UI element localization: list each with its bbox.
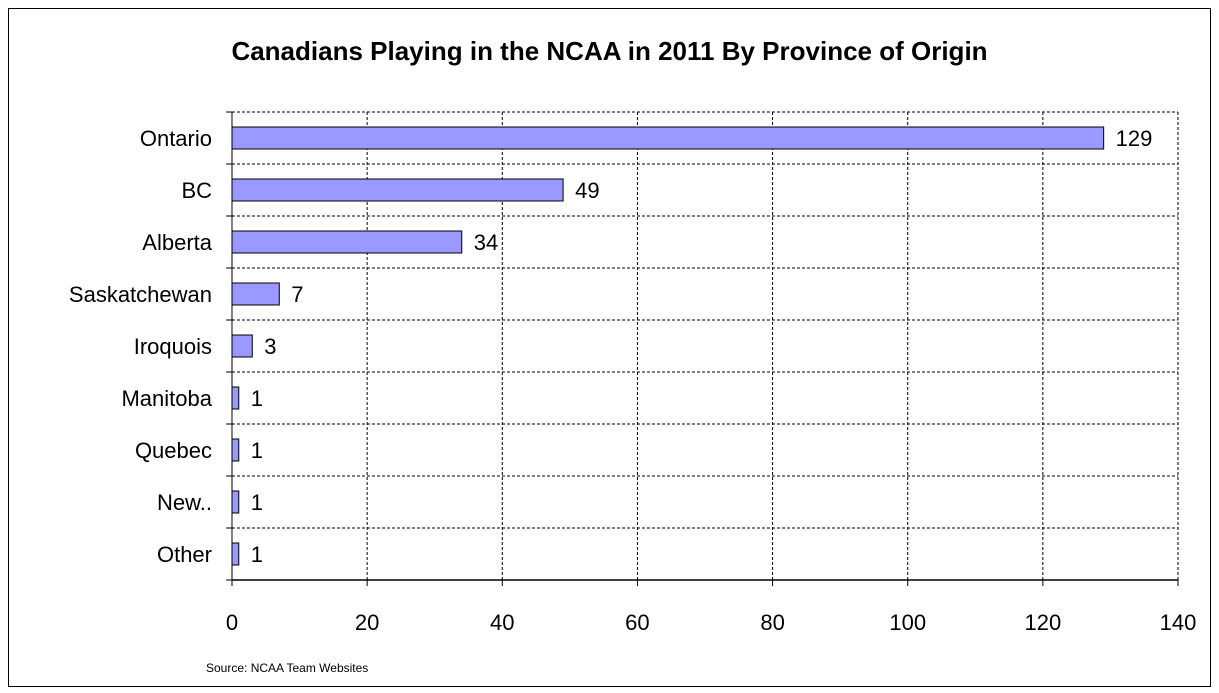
tick-labels: 0 20 40 60 80 100 120 140	[226, 610, 1196, 635]
category-label: Quebec	[135, 438, 212, 463]
bar-alberta	[231, 230, 463, 254]
x-tick-label: 60	[625, 610, 649, 635]
bar-manitoba	[231, 386, 240, 410]
bar-ontario	[231, 126, 1105, 150]
data-label: 129	[1116, 126, 1153, 151]
x-tick-label: 20	[355, 610, 379, 635]
category-label: BC	[181, 178, 212, 203]
bars	[231, 126, 1105, 566]
grid-lines	[232, 111, 1179, 580]
data-label: 7	[291, 282, 303, 307]
category-label: Saskatchewan	[69, 282, 212, 307]
data-label: 1	[251, 386, 263, 411]
x-tick-label: 100	[889, 610, 926, 635]
chart-frame	[8, 8, 1211, 687]
data-label: 34	[474, 230, 498, 255]
x-tick-label: 120	[1024, 610, 1061, 635]
data-label: 3	[264, 334, 276, 359]
bar-new	[231, 490, 240, 514]
data-label: 1	[251, 490, 263, 515]
category-label: Other	[157, 542, 212, 567]
bar-saskatchewan	[231, 282, 280, 306]
data-label: 1	[251, 542, 263, 567]
category-label: Iroquois	[134, 334, 212, 359]
x-tick-label: 40	[490, 610, 514, 635]
category-labels: Ontario BC Alberta Saskatchewan Iroquois Mani…	[69, 126, 213, 567]
axes	[226, 111, 1179, 586]
bar-quebec	[231, 438, 240, 462]
data-label: 1	[251, 438, 263, 463]
category-label: Manitoba	[121, 386, 212, 411]
category-label: Alberta	[142, 230, 212, 255]
bar-iroquois	[231, 334, 253, 358]
data-label: 49	[575, 178, 599, 203]
bar-other	[231, 542, 240, 566]
chart-title: Canadians Playing in the NCAA in 2011 By…	[231, 36, 988, 66]
source-note: Source: NCAA Team Websites	[206, 661, 369, 675]
category-label: New..	[157, 490, 212, 515]
value-labels: 129 49 34 7 3 1 1 1 1	[251, 126, 1153, 567]
x-tick-label: 80	[760, 610, 784, 635]
x-tick-label: 140	[1160, 610, 1197, 635]
x-tick-label: 0	[226, 610, 238, 635]
category-label: Ontario	[140, 126, 212, 151]
bar-bc	[231, 178, 564, 202]
